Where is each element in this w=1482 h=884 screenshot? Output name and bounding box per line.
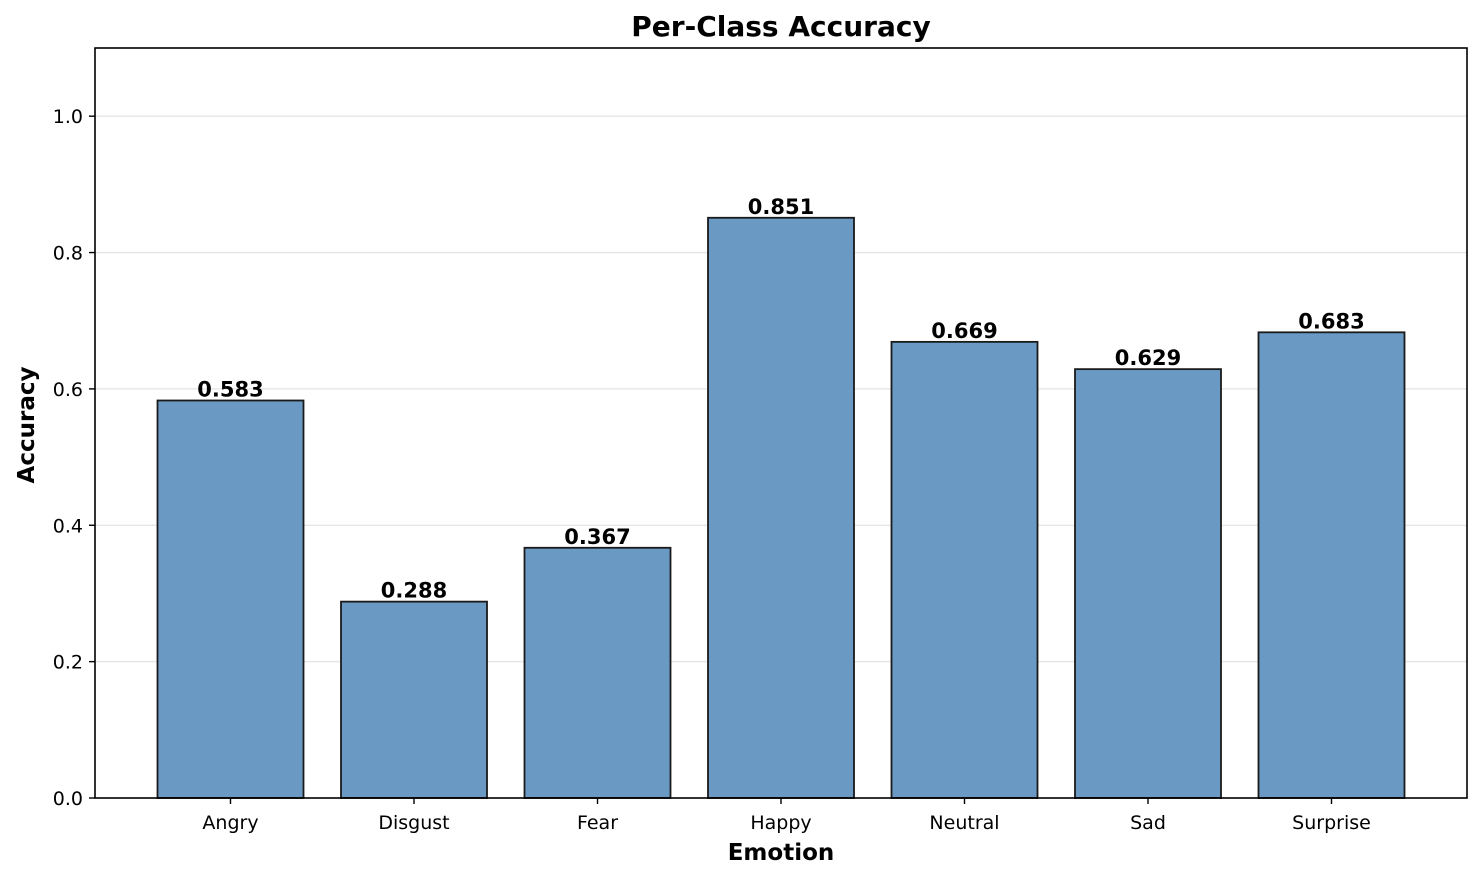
data-label-sad: 0.629 <box>1115 346 1181 370</box>
bar-sad <box>1074 368 1222 799</box>
chart-title: Per-Class Accuracy <box>631 10 930 43</box>
x-tick-label: Neutral <box>929 812 999 834</box>
data-labels: 0.583 0.288 0.367 0.851 0.669 0.629 0.683 <box>197 195 1364 603</box>
data-label-neutral: 0.669 <box>931 319 997 343</box>
y-tick-label: 0.4 <box>53 515 83 537</box>
x-tick-label: Fear <box>577 812 618 834</box>
x-tick-label: Happy <box>750 812 811 834</box>
bar-disgust <box>340 600 488 799</box>
x-tick-label: Angry <box>202 812 258 834</box>
bar-neutral <box>890 340 1039 799</box>
y-tick-label: 0.2 <box>53 652 83 674</box>
bar-happy <box>707 216 855 799</box>
data-label-surprise: 0.683 <box>1298 309 1364 333</box>
data-label-angry: 0.583 <box>197 378 263 402</box>
bar-surprise <box>1257 331 1406 799</box>
bar-fear <box>523 546 672 799</box>
x-axis-label: Emotion <box>728 840 835 866</box>
y-tick-label: 1.0 <box>53 106 83 128</box>
data-label-disgust: 0.288 <box>381 579 447 603</box>
bars <box>156 216 1406 799</box>
y-tick-label: 0.6 <box>53 379 83 401</box>
x-tick-label: Sad <box>1130 812 1166 834</box>
bar-angry <box>156 399 305 799</box>
x-tick-label: Surprise <box>1292 812 1371 834</box>
y-tick-label: 0.0 <box>53 788 83 810</box>
axis-ticks: 0.0 0.2 0.4 0.6 0.8 1.0 Angry Disgust Fear Happy N… <box>53 106 1371 834</box>
y-axis-label: Accuracy <box>14 367 40 484</box>
data-label-happy: 0.851 <box>748 195 814 219</box>
x-tick-label: Disgust <box>378 812 449 834</box>
data-label-fear: 0.367 <box>564 525 630 549</box>
y-tick-label: 0.8 <box>53 243 83 265</box>
